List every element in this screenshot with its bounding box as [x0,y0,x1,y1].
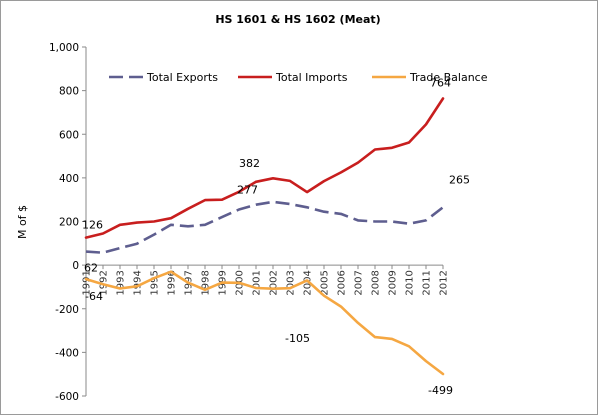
x-tick-label: 2003 [286,270,297,295]
x-tick-label: 2008 [371,270,382,295]
x-tick-label: 2011 [422,270,433,295]
x-tick-label: 2005 [320,270,331,295]
data-label: 126 [82,219,103,232]
x-axis: 1991 1992 1993 1994 1995 1996 1997 1998 1999 2000… [82,264,450,296]
x-tick-label: 2009 [388,270,399,295]
data-label: 265 [449,173,470,186]
data-labels: 62 277 265 126 382 764 -64 -105 -499 [82,76,470,396]
data-label: 382 [239,157,260,170]
y-tick-label: -600 [55,391,79,403]
data-label: 62 [84,262,98,275]
x-tick-label: 2012 [439,270,450,295]
series-line-trade-balance [84,270,445,376]
legend: Total Exports Total Imports Trade Balance [109,71,488,84]
x-tick-label: 1992 [99,270,110,295]
series-line-total-imports [84,97,445,239]
y-tick-label: 1,000 [49,42,79,54]
data-label: -499 [428,384,453,397]
legend-label: Total Exports [146,71,218,84]
chart-title: HS 1601 & HS 1602 (Meat) [215,13,380,26]
series-line-total-exports [85,200,444,254]
x-tick-label: 1993 [116,270,127,295]
y-tick-label: 200 [59,217,79,229]
x-tick-label: 1998 [201,270,212,295]
data-label: -105 [285,332,310,345]
data-label: 764 [430,76,451,89]
x-tick-label: 2001 [252,270,263,295]
x-tick-label: 1994 [133,270,144,295]
y-tick-label: 800 [59,86,79,98]
x-tick-label: 2002 [269,270,280,295]
x-tick-label: 2006 [337,270,348,295]
y-axis: 1,000 800 600 400 200 0 -200 -400 -600 [49,42,86,403]
x-tick-label: 1996 [167,270,178,295]
x-tick-label: 2007 [354,270,365,295]
y-tick-label: 0 [72,260,79,272]
series-layer [84,97,445,376]
data-label: -64 [85,290,103,303]
x-tick-label: 1995 [150,270,161,295]
y-tick-label: 400 [59,173,79,185]
x-tick-label: 1991 [82,270,93,295]
legend-label: Total Imports [275,71,348,84]
y-axis-label: M of $ [16,205,29,239]
y-tick-label: -400 [55,347,79,359]
legend-label: Trade Balance [409,71,488,84]
data-label: 277 [237,184,258,197]
y-tick-label: 600 [59,129,79,141]
y-tick-label: -200 [55,304,79,316]
x-tick-label: 2010 [405,270,416,295]
